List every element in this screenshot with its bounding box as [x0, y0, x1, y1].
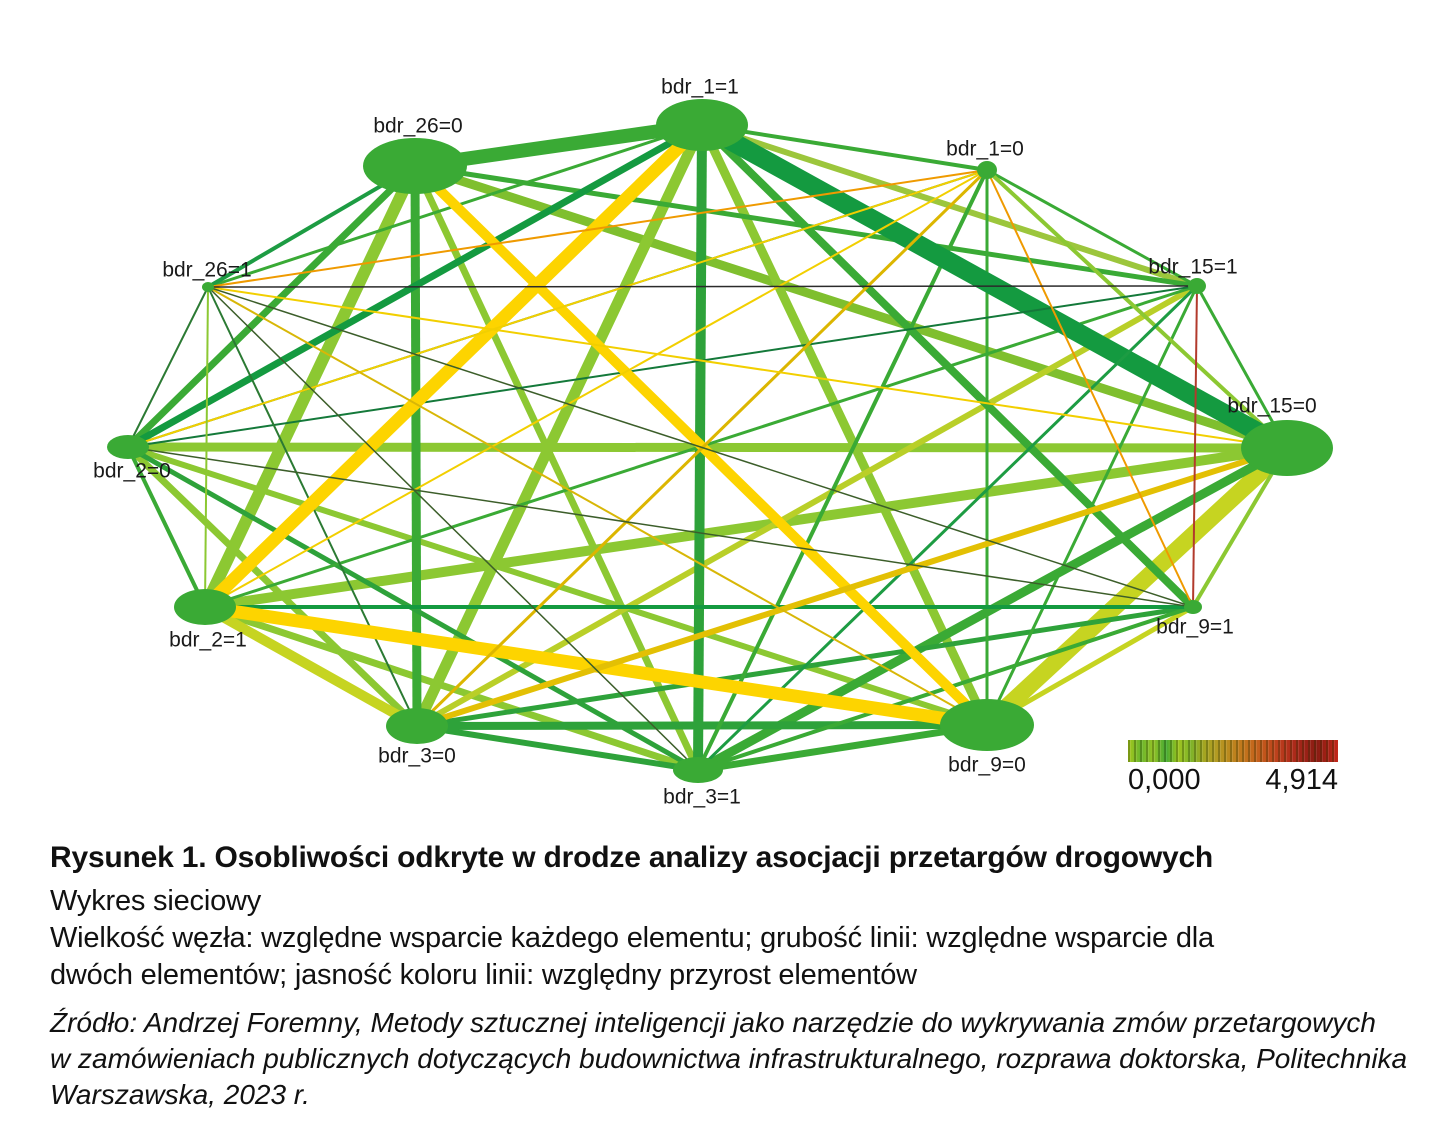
graph-edge	[204, 286, 209, 608]
graph-edge	[696, 169, 989, 771]
graph-node	[940, 699, 1034, 751]
graph-edge	[701, 123, 988, 172]
node-label: bdr_1=1	[661, 76, 739, 99]
figure-source: Źródło: Andrzej Foremny, Metody sztuczne…	[50, 1005, 1430, 1113]
graph-node	[656, 99, 748, 151]
graph-edge	[207, 286, 1194, 608]
graph-edge	[204, 169, 988, 608]
graph-edge	[697, 123, 992, 727]
graph-edge	[697, 721, 988, 774]
graph-node	[673, 757, 723, 783]
node-label: bdr_3=0	[378, 745, 456, 768]
graph-edge	[985, 285, 1199, 726]
graph-edge	[985, 604, 1195, 728]
source-line2: w zamówieniach publicznych dotyczących b…	[50, 1043, 1408, 1074]
graph-edge	[127, 169, 988, 448]
graph-edge	[202, 602, 420, 731]
edges-layer	[125, 116, 1293, 774]
graph-edge	[416, 723, 699, 773]
node-label: bdr_2=0	[93, 460, 171, 483]
graph-edge	[981, 441, 1293, 732]
node-label: bdr_26=0	[373, 115, 462, 138]
node-label: bdr_3=1	[663, 786, 741, 809]
graph-edge	[416, 445, 1288, 729]
graph-node	[386, 708, 448, 744]
caption-description-line2: dwóch elementów; jasność koloru linii: w…	[50, 959, 917, 991]
graph-node	[977, 161, 997, 179]
caption-description-line1: Wielkość węzła: względne wsparcie każdeg…	[50, 922, 1214, 954]
graph-edge	[986, 169, 1194, 608]
graph-edge	[127, 285, 1198, 448]
node-labels-layer: bdr_1=1 bdr_26=0 bdr_1=0 bdr_26=1 bdr_15=1bd…	[93, 76, 1317, 809]
color-scale-gradient-bar	[1128, 740, 1338, 762]
graph-edge	[127, 446, 1194, 608]
graph-edge	[1195, 285, 1289, 449]
color-scale-legend: 0,000 4,914	[1128, 740, 1338, 797]
node-label: bdr_26=1	[162, 259, 251, 282]
source-line1: Źródło: Andrzej Foremny, Metody sztuczne…	[50, 1007, 1376, 1038]
network-graph-svg: bdr_1=1 bdr_26=0 bdr_1=0 bdr_26=1 bdr_15=1bd…	[93, 76, 1333, 809]
graph-edge	[203, 603, 700, 774]
node-label: bdr_1=0	[946, 138, 1024, 161]
node-label: bdr_15=1	[1148, 256, 1237, 279]
graph-edge	[207, 286, 699, 771]
nodes-layer	[107, 99, 1333, 783]
graph-edge	[986, 168, 1198, 288]
graph-edge	[985, 168, 1289, 450]
graph-edge	[412, 122, 707, 729]
graph-node	[1241, 420, 1333, 476]
node-label: bdr_9=0	[948, 754, 1026, 777]
graph-edge	[126, 446, 207, 608]
graph-edge	[127, 444, 988, 728]
graph-edge	[411, 162, 991, 729]
color-scale-min-label: 0,000	[1128, 764, 1201, 796]
figure-caption: Rysunek 1. Osobliwości odkryte w drodze …	[50, 841, 1410, 994]
graph-node	[1184, 600, 1202, 614]
node-label: bdr_9=1	[1156, 616, 1234, 639]
graph-edge	[207, 286, 1288, 449]
graph-edge	[126, 121, 704, 451]
graph-node	[107, 435, 149, 459]
graph-node	[202, 282, 214, 292]
color-scale-max-label: 4,914	[1265, 764, 1338, 796]
caption-subtitle: Wykres sieciowy	[50, 885, 262, 917]
source-line3: Warszawska, 2023 r.	[50, 1079, 310, 1110]
graph-edge	[1192, 285, 1198, 608]
graph-edge	[207, 285, 1198, 288]
graph-edge	[207, 169, 988, 288]
caption-title: Rysunek 1. Osobliwości odkryte w drodze …	[50, 841, 1214, 874]
node-label: bdr_15=0	[1227, 395, 1316, 418]
color-scale-labels: 0,000 4,914	[1128, 764, 1338, 797]
graph-edge	[416, 721, 988, 730]
graph-edge	[207, 286, 988, 726]
graph-edge	[127, 286, 209, 448]
node-label: bdr_2=1	[169, 629, 247, 652]
graph-node	[1188, 278, 1206, 294]
graph-node	[363, 138, 467, 194]
graph-node	[174, 589, 236, 625]
graph-edge	[125, 163, 418, 450]
graph-edge	[1191, 446, 1289, 609]
